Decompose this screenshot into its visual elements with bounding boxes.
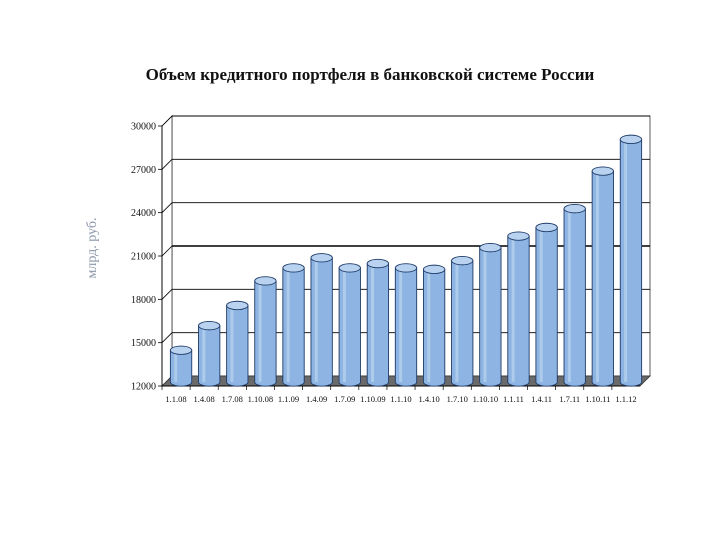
bar-highlight	[230, 305, 234, 382]
y-tick-label: 12000	[131, 382, 156, 393]
gridline-side	[161, 245, 173, 257]
bar-cap	[254, 276, 277, 286]
bar-highlight	[427, 269, 431, 382]
gridline-side	[161, 289, 173, 300]
x-tick-label: 1.10.10	[473, 394, 499, 404]
bar-cap	[338, 263, 361, 273]
y-tick-label: 18000	[131, 295, 156, 306]
bar-highlight	[595, 171, 599, 382]
y-tick-label: 21000	[131, 252, 156, 263]
bar-cap	[507, 231, 530, 241]
bar	[366, 263, 390, 387]
bar-highlight	[567, 208, 571, 382]
bar-highlight	[258, 280, 262, 382]
bar-cap	[310, 253, 333, 263]
gridline-side	[161, 202, 173, 213]
bar-cap	[619, 134, 643, 144]
bar-highlight	[174, 350, 178, 382]
bar-highlight	[624, 139, 628, 382]
y-tick-label: 30000	[131, 122, 156, 133]
bar	[619, 138, 643, 387]
bar	[451, 260, 474, 387]
x-tick-label: 1.1.12	[615, 394, 636, 404]
x-tick-label: 1.4.10	[418, 394, 439, 404]
x-tick-label: 1.1.08	[165, 394, 186, 404]
bar	[479, 247, 502, 387]
bar-highlight	[342, 267, 346, 382]
bar-cap	[366, 258, 390, 269]
bar-highlight	[399, 267, 403, 382]
bar-highlight	[202, 325, 206, 382]
bar-highlight	[483, 247, 487, 382]
bar-cap	[282, 263, 305, 273]
bar	[169, 349, 193, 387]
bar	[226, 304, 249, 387]
gridline-side	[161, 332, 173, 343]
bar	[254, 280, 277, 387]
y-tick-label: 27000	[131, 165, 156, 176]
x-tick-label: 1.7.10	[447, 394, 468, 404]
bar-cap	[479, 243, 502, 253]
bar	[198, 325, 221, 387]
x-tick-label: 1.10.08	[248, 394, 274, 404]
bar	[310, 257, 333, 387]
x-tick-label: 1.10.09	[360, 394, 386, 404]
bar-cap	[394, 263, 418, 273]
bar	[507, 235, 530, 387]
bar-cap	[563, 204, 586, 214]
x-tick-label: 1.7.08	[222, 394, 243, 404]
bar	[591, 170, 614, 387]
bar-highlight	[539, 227, 543, 382]
bar-cap	[451, 256, 474, 266]
bar-highlight	[371, 263, 375, 382]
bar-highlight	[455, 260, 459, 382]
x-tick-label: 1.10.11	[585, 394, 610, 404]
gridline-side	[161, 159, 173, 170]
bar	[563, 208, 586, 387]
bar-highlight	[511, 236, 515, 382]
plot-area: 12000 15000 18000 21000 24000 27000 30000 1.1.0…	[131, 115, 651, 404]
bar-cap	[422, 264, 446, 274]
x-tick-label: 1.7.09	[334, 394, 355, 404]
bar-cap	[226, 300, 249, 311]
bar-highlight	[314, 257, 318, 382]
y-axis-label: млрд. руб.	[85, 217, 100, 278]
bar	[282, 267, 305, 387]
bar	[338, 267, 361, 387]
x-tick-label: 1.1.11	[503, 394, 524, 404]
x-tick-label: 1.1.10	[390, 394, 411, 404]
bar	[394, 267, 418, 387]
bar-cap	[591, 166, 614, 176]
x-tick-label: 1.4.08	[194, 394, 215, 404]
bar-cap	[535, 222, 558, 233]
x-tick-label: 1.4.09	[306, 394, 327, 404]
chart-title: Объем кредитного портфеля в банковской с…	[146, 65, 595, 84]
bar-highlight	[286, 267, 290, 382]
x-tick-label: 1.7.11	[559, 394, 580, 404]
gridline-side	[161, 115, 173, 127]
bar	[422, 268, 446, 387]
bar-cap	[198, 321, 221, 331]
y-tick-label: 15000	[131, 338, 156, 349]
x-tick-label: 1.4.11	[531, 394, 552, 404]
y-tick-label: 24000	[131, 208, 156, 219]
bar	[535, 226, 558, 387]
x-tick-label: 1.1.09	[278, 394, 299, 404]
bar-cap	[169, 345, 193, 355]
